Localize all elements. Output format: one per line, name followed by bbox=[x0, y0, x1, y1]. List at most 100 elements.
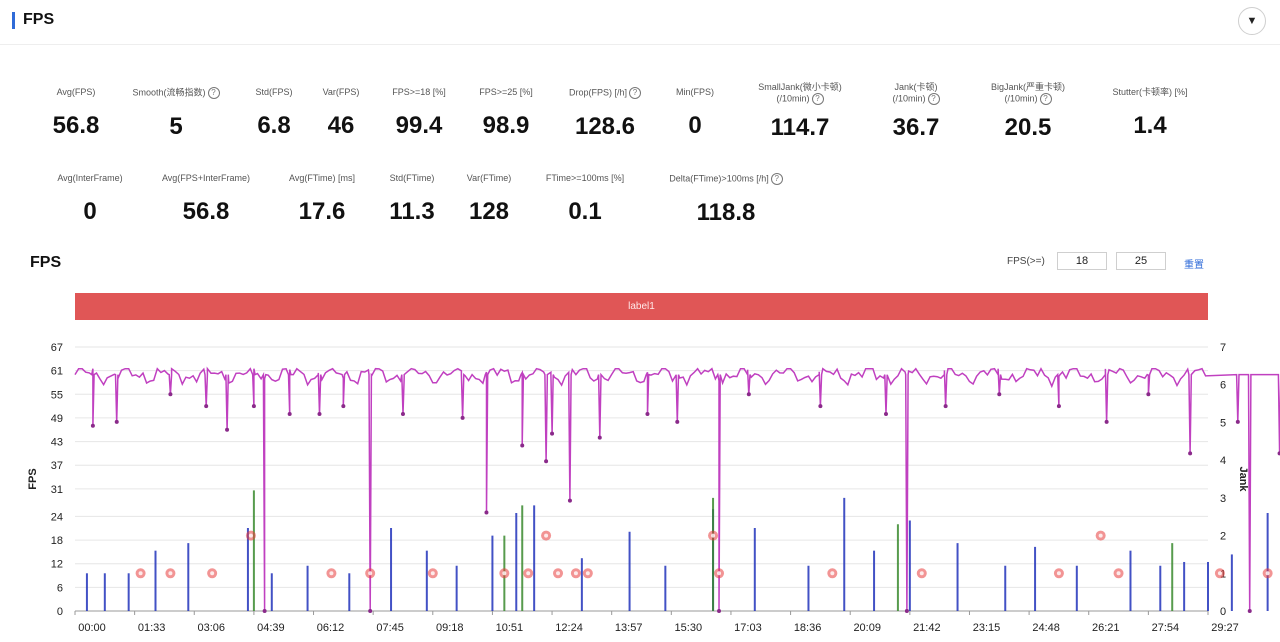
metric-label: Var(FTime) bbox=[466, 173, 512, 183]
x-tick-label: 12:24 bbox=[555, 622, 583, 634]
x-tick-label: 10:51 bbox=[496, 622, 524, 634]
metric-value: 0.1 bbox=[568, 198, 602, 225]
help-icon[interactable]: ? bbox=[811, 93, 824, 105]
metric-label: Smooth(流畅指数)? bbox=[86, 87, 266, 99]
metric-label: Avg(FPS+InterFrame) bbox=[161, 173, 251, 183]
fps-dip-point bbox=[883, 411, 888, 416]
x-tick-label: 04:39 bbox=[257, 622, 285, 634]
y2-tick-label: 6 bbox=[1220, 380, 1226, 392]
y-tick-label: 49 bbox=[51, 413, 63, 425]
label-bar[interactable]: label1 bbox=[75, 293, 1208, 320]
jank-point-center bbox=[1098, 533, 1103, 538]
y-tick-label: 31 bbox=[51, 484, 63, 496]
chevron-down-icon[interactable]: ▼ bbox=[1238, 7, 1266, 35]
metric-value: 17.6 bbox=[298, 198, 346, 225]
metric-label: Jank(卡顿) bbox=[894, 82, 938, 92]
help-icon[interactable]: ? bbox=[1039, 93, 1052, 105]
fps-threshold-input-2[interactable]: 25 bbox=[1116, 252, 1166, 270]
fps-dip-point bbox=[317, 411, 322, 416]
fps-dip-point bbox=[90, 423, 95, 428]
x-tick-label: 21:42 bbox=[913, 622, 941, 634]
metric-label: Min(FPS) bbox=[676, 87, 714, 97]
metric-label: Drop(FPS) [/h]? bbox=[515, 87, 695, 99]
metric-value: 36.7 bbox=[892, 114, 940, 141]
fps-dip-point bbox=[225, 427, 230, 432]
jank-point-center bbox=[830, 571, 835, 576]
row1-metric: Avg(FPS) 56.8 bbox=[0, 87, 166, 140]
y2-tick-label: 4 bbox=[1220, 455, 1226, 467]
fps-dip-point bbox=[1277, 451, 1280, 456]
help-icon[interactable]: ? bbox=[629, 87, 641, 99]
row1-metric: Std(FPS) 6.8 bbox=[184, 87, 364, 140]
x-tick-label: 15:30 bbox=[675, 622, 703, 634]
metric-value: 128 bbox=[468, 198, 510, 225]
metric-label: FPS>=18 [%] bbox=[392, 87, 446, 97]
row2-metric: FTime>=100ms [%] 0.1 bbox=[495, 173, 675, 226]
metric-label: Std(FTime) bbox=[389, 173, 435, 183]
row1-metric: Jank(卡顿) (/10min)? 36.7 bbox=[826, 82, 1006, 142]
y2-tick-label: 3 bbox=[1220, 493, 1226, 505]
x-tick-label: 17:03 bbox=[734, 622, 762, 634]
row1-metric: Var(FPS) 46 bbox=[251, 87, 431, 140]
metric-label: FPS>=25 [%] bbox=[479, 87, 533, 97]
y2-tick-label: 0 bbox=[1220, 606, 1226, 618]
fps-dip-point bbox=[675, 419, 680, 424]
fps-chart: 06121824313743495561670123456700:0001:33… bbox=[27, 342, 1280, 634]
header-accent-bar bbox=[12, 12, 15, 29]
help-icon[interactable]: ? bbox=[770, 173, 783, 185]
metric-value: 56.8 bbox=[52, 112, 100, 139]
jank-point-center bbox=[329, 571, 334, 576]
jank-point-center bbox=[1056, 571, 1061, 576]
fps-threshold-label: FPS(>=) bbox=[1007, 256, 1045, 267]
jank-point-center bbox=[502, 571, 507, 576]
fps-dip-point bbox=[544, 459, 549, 464]
jank-point-center bbox=[168, 571, 173, 576]
row2-metric: Avg(FPS+InterFrame) 56.8 bbox=[116, 173, 296, 226]
y-tick-label: 61 bbox=[51, 366, 63, 378]
row2-metric: Avg(FTime) [ms] 17.6 bbox=[232, 173, 412, 226]
x-tick-label: 29:27 bbox=[1211, 622, 1239, 634]
metric-label: Std(FPS) bbox=[255, 87, 293, 97]
metric-value: 0 bbox=[688, 112, 702, 139]
y-tick-label: 6 bbox=[57, 582, 63, 594]
row1-metric: Smooth(流畅指数)? 5 bbox=[86, 87, 266, 141]
fps-dip-point bbox=[460, 415, 465, 420]
x-tick-label: 27:54 bbox=[1152, 622, 1180, 634]
row2-metric: Std(FTime) 11.3 bbox=[322, 173, 502, 226]
x-tick-label: 01:33 bbox=[138, 622, 166, 634]
metric-label: Var(FPS) bbox=[322, 87, 360, 97]
x-tick-label: 07:45 bbox=[376, 622, 404, 634]
fps-dip-point bbox=[114, 419, 119, 424]
metric-label: Stutter(卡顿率) [%] bbox=[1112, 87, 1188, 97]
x-tick-label: 13:57 bbox=[615, 622, 643, 634]
metric-label: Delta(FTime)>100ms [/h]? bbox=[636, 173, 816, 185]
help-icon[interactable]: ? bbox=[927, 93, 940, 105]
metric-value: 99.4 bbox=[395, 112, 443, 139]
jank-point-center bbox=[368, 571, 373, 576]
fps-threshold-input-1[interactable]: 18 bbox=[1057, 252, 1107, 270]
y-tick-label: 37 bbox=[51, 460, 63, 472]
y-axis-title: FPS bbox=[27, 468, 39, 489]
fps-dip-point bbox=[550, 431, 555, 436]
y2-tick-label: 2 bbox=[1220, 531, 1226, 543]
row1-metric: Drop(FPS) [/h]? 128.6 bbox=[515, 87, 695, 141]
metric-label: BigJank(严重卡顿) bbox=[990, 82, 1065, 92]
fps-dip-point bbox=[746, 392, 751, 397]
fps-dip-point bbox=[341, 404, 346, 409]
metric-value: 98.9 bbox=[482, 112, 530, 139]
x-tick-label: 23:15 bbox=[973, 622, 1001, 634]
metric-value: 128.6 bbox=[574, 113, 636, 140]
fps-dip-point bbox=[1247, 609, 1252, 613]
row1-metric: SmallJank(微小卡顿) (/10min)? 114.7 bbox=[710, 82, 890, 142]
y2-axis-title: Jank bbox=[1237, 466, 1249, 492]
metric-value: 114.7 bbox=[770, 114, 830, 141]
reset-link[interactable]: 重置 bbox=[1184, 260, 1204, 271]
y-tick-label: 55 bbox=[51, 389, 63, 401]
help-icon[interactable]: ? bbox=[207, 87, 220, 99]
metric-label: Avg(FTime) [ms] bbox=[288, 173, 355, 183]
fps-dip-point bbox=[1056, 404, 1061, 409]
y2-tick-label: 7 bbox=[1220, 342, 1226, 354]
row1-metric: FPS>=18 [%] 99.4 bbox=[329, 87, 509, 140]
row2-metric: Delta(FTime)>100ms [/h]? 118.8 bbox=[636, 173, 816, 227]
fps-dip-point bbox=[262, 609, 267, 613]
